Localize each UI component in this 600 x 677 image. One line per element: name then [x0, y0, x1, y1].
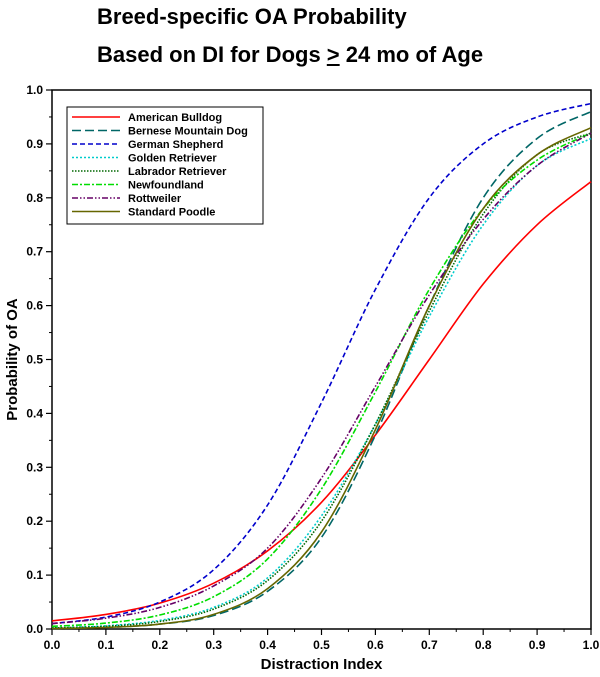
legend-label: American Bulldog	[128, 112, 222, 124]
legend-label: Bernese Mountain Dog	[128, 126, 248, 138]
y-tick-label: 0.6	[26, 299, 43, 313]
legend-label: Rottweiler	[128, 193, 182, 205]
x-tick-label: 0.2	[151, 638, 168, 652]
series-line-rottweiler	[51, 132, 592, 625]
y-axis-label: Probability of OA	[4, 298, 21, 421]
y-tick-label: 0.1	[26, 568, 43, 582]
x-tick-label: 0.8	[475, 638, 492, 652]
legend-label: Labrador Retriever	[128, 166, 227, 178]
y-tick-label: 0.5	[26, 353, 43, 367]
legend-label: Standard Poodle	[128, 207, 215, 219]
y-tick-label: 0.3	[26, 460, 43, 474]
y-tick-label: 0.8	[26, 191, 43, 205]
x-tick-label: 0.0	[44, 638, 61, 652]
series-line-american-bulldog	[51, 180, 592, 622]
x-tick-label: 1.0	[583, 638, 600, 652]
legend-label: Newfoundland	[128, 180, 204, 192]
title-suffix: 24 mo of Age	[339, 42, 484, 67]
x-tick-label: 0.5	[313, 638, 330, 652]
x-tick-label: 0.1	[98, 638, 115, 652]
y-tick-label: 0.7	[26, 245, 43, 259]
series-line-standard-poodle	[51, 126, 592, 630]
title-gte-symbol: >	[326, 42, 340, 67]
series-line-german-shepherd	[51, 102, 592, 625]
x-tick-label: 0.4	[259, 638, 276, 652]
x-tick-label: 0.7	[421, 638, 438, 652]
chart-title-line-1: Breed-specific OA Probability	[97, 4, 407, 29]
series-line-newfoundland	[51, 132, 592, 628]
title-prefix: Based on DI for Dogs	[97, 42, 327, 67]
x-tick-label: 0.6	[367, 638, 384, 652]
y-tick-label: 0.2	[26, 514, 43, 528]
y-tick-label: 1.0	[26, 83, 43, 97]
legend-box	[66, 106, 264, 225]
legend-label: Golden Retriever	[128, 153, 217, 165]
legend-label: German Shepherd	[128, 139, 223, 151]
x-axis-label: Distraction Index	[261, 656, 383, 673]
y-tick-label: 0.0	[26, 622, 43, 636]
chart-title-line-2: Based on DI for Dogs > 24 mo of Age	[0, 42, 600, 68]
series-line-golden-retriever	[51, 137, 592, 629]
y-tick-label: 0.9	[26, 137, 43, 151]
series-line-labrador-retriever	[51, 132, 592, 629]
y-tick-label: 0.4	[26, 406, 43, 420]
x-tick-label: 0.9	[529, 638, 546, 652]
x-tick-label: 0.3	[205, 638, 222, 652]
